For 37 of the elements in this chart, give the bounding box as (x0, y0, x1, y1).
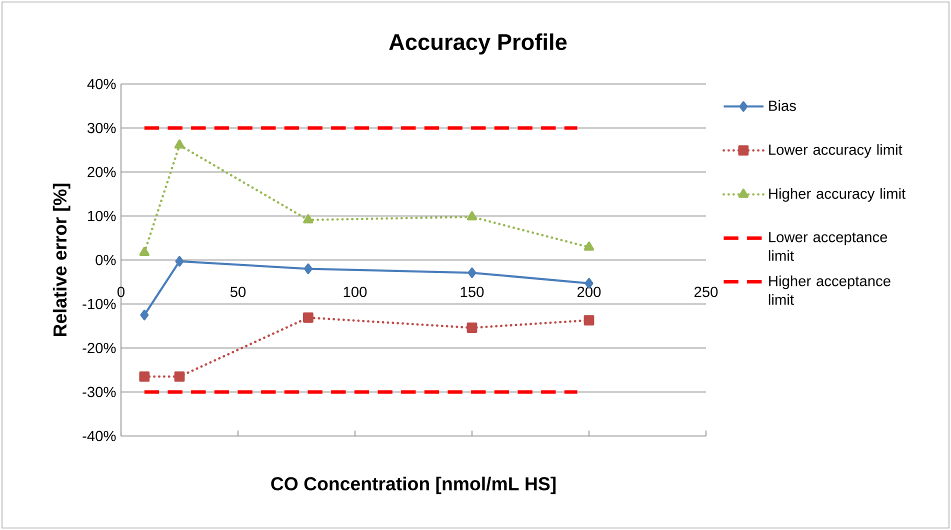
legend-label: Lower acceptance limit (768, 232, 888, 261)
point (174, 371, 185, 382)
legend-label: Bias (769, 100, 796, 111)
point (466, 322, 478, 333)
y-tick-label: 40% (87, 78, 116, 90)
legend-label: Lower accuracy limit (769, 144, 902, 158)
y-tick-label: 0% (96, 254, 116, 266)
y-tick-label: 20% (88, 166, 116, 178)
y-tick-label: -30% (82, 386, 116, 398)
y-tick-label: 30% (88, 122, 116, 134)
point (303, 312, 314, 323)
chart-title: Accuracy Profile (389, 33, 567, 55)
point (139, 246, 150, 256)
point (584, 315, 594, 326)
x-tick-label: 100 (344, 286, 367, 298)
y-tick-label: -10% (82, 298, 116, 310)
point (139, 371, 150, 382)
y-axis-title: Relative error [%] (52, 184, 70, 336)
point (468, 267, 476, 278)
x-tick-label: 0 (117, 286, 124, 298)
point (174, 139, 185, 149)
x-axis-title: CO Concentration [nmol/mL HS] (271, 476, 556, 494)
point (584, 242, 594, 251)
x-tick-label: 50 (230, 286, 246, 298)
x-tick-label: 150 (460, 286, 484, 298)
point (466, 211, 478, 220)
x-tick-label: 250 (694, 286, 718, 298)
point (303, 214, 314, 224)
point (140, 310, 149, 320)
point (304, 263, 312, 274)
legend-label: Higher accuracy limit (769, 188, 906, 202)
y-tick-label: -20% (82, 342, 116, 354)
y-tick-label: -40% (82, 430, 116, 442)
point (175, 256, 184, 267)
x-tick-label: 200 (577, 286, 601, 298)
legend-label: Higher acceptance limit (768, 275, 890, 305)
y-tick-label: 10% (88, 210, 116, 222)
